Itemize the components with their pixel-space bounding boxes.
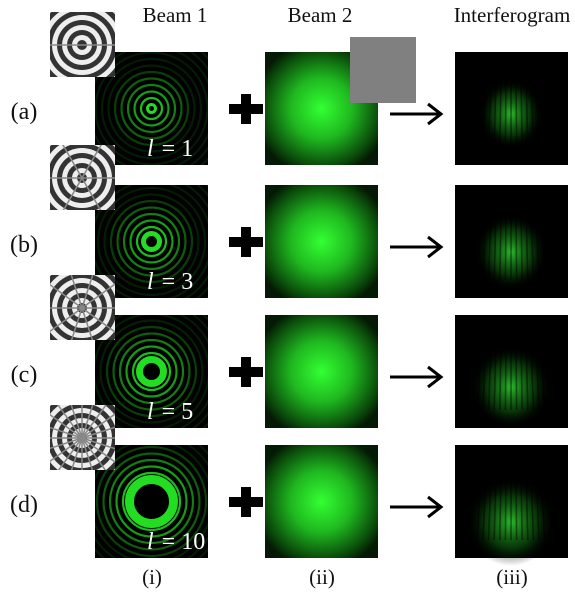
fringe: [505, 340, 506, 410]
row-label: (d): [10, 492, 38, 518]
charge-text: = 1: [162, 136, 194, 162]
fringe: [516, 210, 517, 280]
charge-symbol: l: [147, 399, 154, 425]
interferogram-image: [455, 185, 568, 298]
interferogram-image: [455, 445, 568, 566]
fringe: [505, 77, 506, 147]
charge-symbol: l: [147, 529, 154, 555]
plus-sign: [229, 94, 263, 124]
flat-phase-inset: [350, 37, 416, 103]
row-label: (a): [11, 99, 38, 125]
interferogram-image: [455, 315, 568, 428]
arrow: [390, 497, 441, 517]
fringe: [516, 77, 517, 147]
row-label: (c): [11, 362, 38, 388]
column-header: Beam 1: [143, 3, 208, 27]
charge-text: = 5: [162, 399, 194, 425]
plus-sign: [229, 487, 263, 517]
row-label: (b): [10, 232, 38, 258]
charge-text: = 3: [162, 269, 194, 295]
charge-symbol: l: [147, 136, 154, 162]
column-footer: (iii): [496, 565, 528, 589]
beam2-image: [265, 445, 378, 558]
column-header: Interferogram: [454, 3, 571, 27]
fringe: [505, 210, 506, 280]
column-footer: (i): [142, 565, 162, 589]
fringe: [516, 340, 517, 410]
column-header: Beam 2: [288, 3, 353, 27]
arrow: [390, 237, 441, 257]
fringe: [516, 470, 517, 540]
interferogram-image: [455, 52, 568, 165]
arrow: [390, 367, 441, 387]
column-footer: (ii): [309, 565, 335, 589]
arrow: [390, 104, 441, 124]
figure: Beam 1 Beam 2 Interferogram (i) (ii) (ii…: [0, 0, 575, 596]
beam2-image: [265, 315, 378, 428]
charge-symbol: l: [147, 269, 154, 295]
fringe: [505, 470, 506, 540]
beam2-image: [265, 185, 378, 298]
plus-sign: [229, 227, 263, 257]
charge-text: = 10: [162, 529, 206, 555]
plus-sign: [229, 357, 263, 387]
